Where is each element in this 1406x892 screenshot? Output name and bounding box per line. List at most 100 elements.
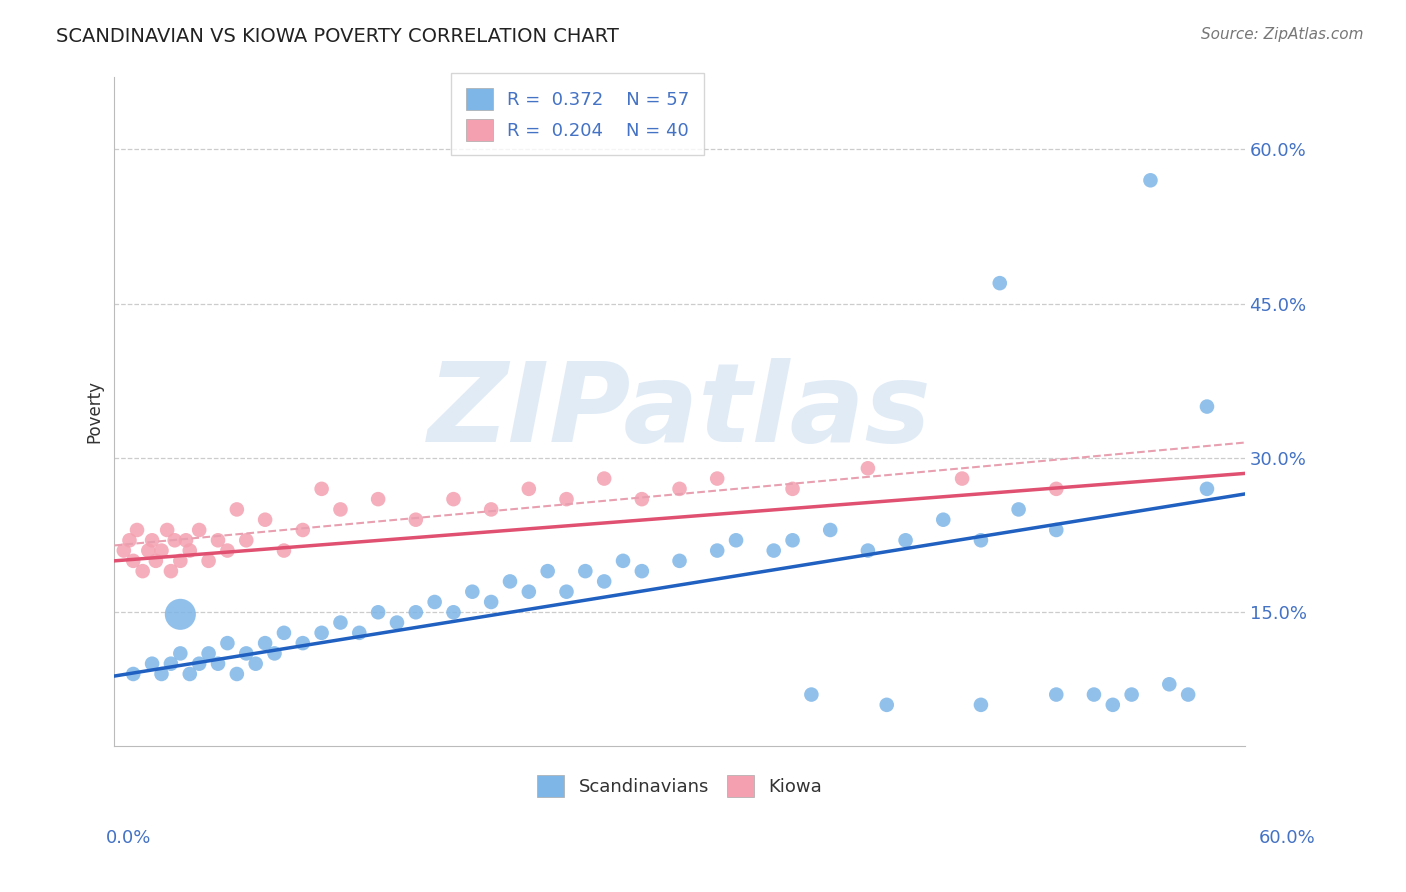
Point xyxy=(668,482,690,496)
Point xyxy=(188,523,211,537)
Point xyxy=(150,667,173,681)
Point xyxy=(169,607,191,622)
Point xyxy=(329,615,352,630)
Point xyxy=(273,543,295,558)
Point xyxy=(405,605,427,619)
Point xyxy=(169,554,191,568)
Point xyxy=(179,543,201,558)
Point xyxy=(970,533,993,548)
Point xyxy=(367,492,389,507)
Point xyxy=(1045,688,1067,702)
Point xyxy=(517,482,540,496)
Point xyxy=(1045,482,1067,496)
Point xyxy=(160,564,183,578)
Point xyxy=(311,625,333,640)
Point xyxy=(631,492,654,507)
Point xyxy=(122,554,145,568)
Point xyxy=(145,554,167,568)
Point xyxy=(800,688,823,702)
Point xyxy=(291,523,314,537)
Point xyxy=(291,636,314,650)
Point xyxy=(856,461,879,475)
Point xyxy=(443,492,465,507)
Point xyxy=(254,636,277,650)
Point xyxy=(762,543,785,558)
Point xyxy=(136,543,159,558)
Point xyxy=(1101,698,1123,712)
Point xyxy=(141,533,163,548)
Point xyxy=(405,513,427,527)
Point xyxy=(423,595,446,609)
Point xyxy=(479,595,502,609)
Point xyxy=(169,647,191,661)
Point xyxy=(125,523,148,537)
Point xyxy=(217,543,239,558)
Point xyxy=(970,698,993,712)
Point xyxy=(1177,688,1199,702)
Point xyxy=(1007,502,1029,516)
Point xyxy=(1083,688,1105,702)
Point xyxy=(593,574,616,589)
Point xyxy=(894,533,917,548)
Point xyxy=(631,564,654,578)
Point xyxy=(1121,688,1143,702)
Point xyxy=(461,584,484,599)
Point xyxy=(1195,400,1218,414)
Point xyxy=(150,543,173,558)
Point xyxy=(160,657,183,671)
Point xyxy=(273,625,295,640)
Point xyxy=(197,554,219,568)
Text: SCANDINAVIAN VS KIOWA POVERTY CORRELATION CHART: SCANDINAVIAN VS KIOWA POVERTY CORRELATIO… xyxy=(56,27,619,45)
Point xyxy=(329,502,352,516)
Point xyxy=(555,492,578,507)
Point xyxy=(225,667,247,681)
Text: 60.0%: 60.0% xyxy=(1258,829,1315,847)
Point xyxy=(207,533,229,548)
Point xyxy=(574,564,596,578)
Text: ZIPatlas: ZIPatlas xyxy=(427,359,931,466)
Point xyxy=(131,564,153,578)
Point xyxy=(856,543,879,558)
Point xyxy=(349,625,371,640)
Point xyxy=(725,533,748,548)
Point xyxy=(537,564,560,578)
Point xyxy=(1195,482,1218,496)
Point xyxy=(235,647,257,661)
Point xyxy=(163,533,186,548)
Point xyxy=(367,605,389,619)
Y-axis label: Poverty: Poverty xyxy=(86,380,103,443)
Point xyxy=(706,472,728,486)
Point xyxy=(988,276,1011,290)
Point xyxy=(385,615,408,630)
Point xyxy=(1159,677,1181,691)
Point xyxy=(782,482,804,496)
Point xyxy=(1045,523,1067,537)
Point xyxy=(174,533,197,548)
Point xyxy=(263,647,285,661)
Point xyxy=(1139,173,1161,187)
Point xyxy=(593,472,616,486)
Point xyxy=(950,472,973,486)
Legend: Scandinavians, Kiowa: Scandinavians, Kiowa xyxy=(530,767,830,804)
Point xyxy=(217,636,239,650)
Point xyxy=(235,533,257,548)
Text: 0.0%: 0.0% xyxy=(105,829,150,847)
Point xyxy=(225,502,247,516)
Point xyxy=(311,482,333,496)
Point xyxy=(706,543,728,558)
Point xyxy=(122,667,145,681)
Point xyxy=(517,584,540,599)
Point xyxy=(818,523,841,537)
Point xyxy=(254,513,277,527)
Point xyxy=(207,657,229,671)
Point xyxy=(179,667,201,681)
Point xyxy=(932,513,955,527)
Point xyxy=(197,647,219,661)
Point xyxy=(156,523,179,537)
Point xyxy=(668,554,690,568)
Point xyxy=(782,533,804,548)
Text: Source: ZipAtlas.com: Source: ZipAtlas.com xyxy=(1201,27,1364,42)
Point xyxy=(612,554,634,568)
Point xyxy=(479,502,502,516)
Point xyxy=(118,533,141,548)
